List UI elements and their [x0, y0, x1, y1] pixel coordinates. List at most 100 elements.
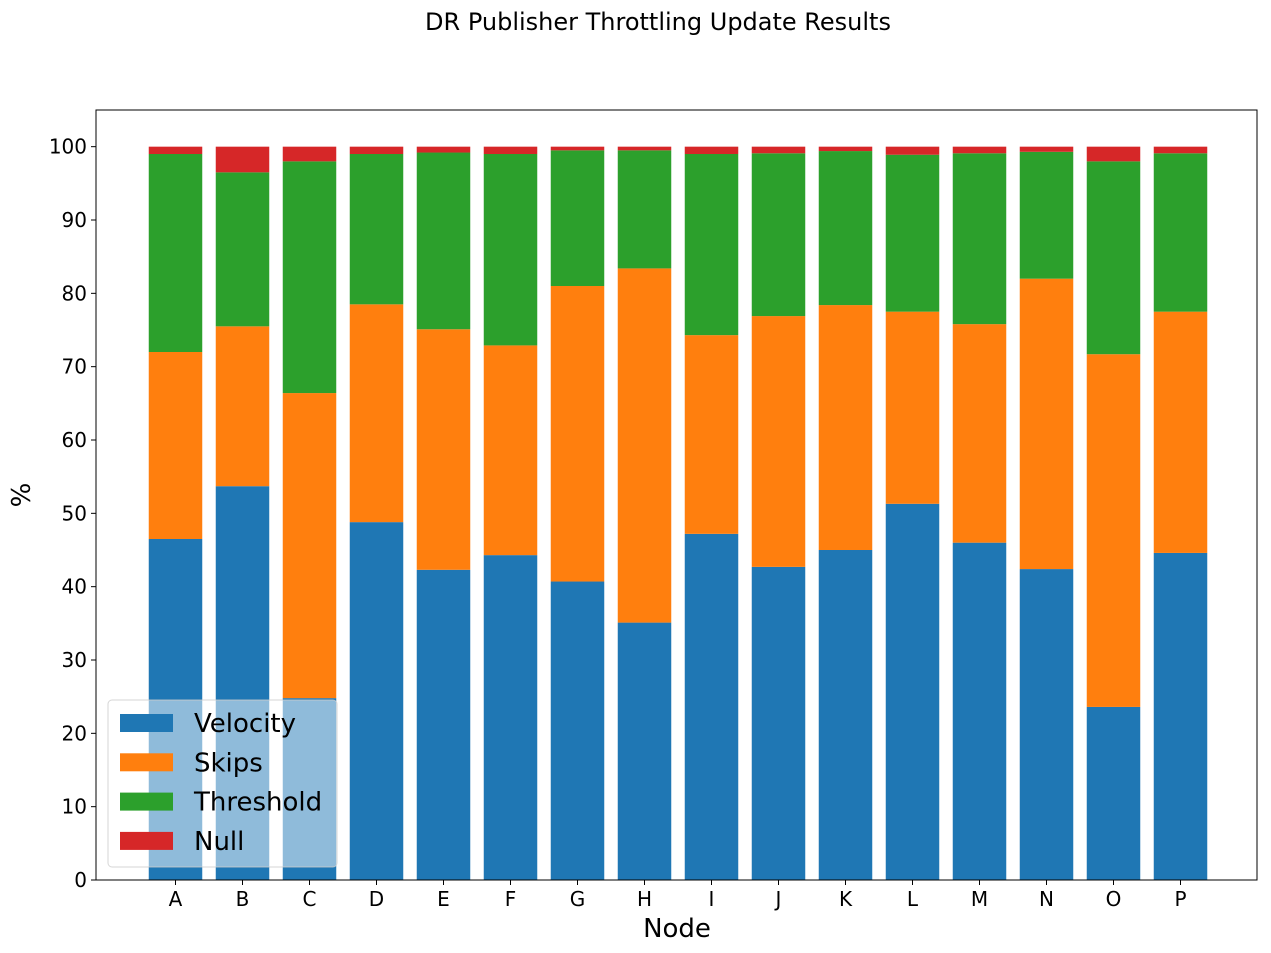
bar-velocity-K [818, 550, 873, 880]
bar-null-O [1086, 146, 1141, 162]
x-tick-label: H [637, 887, 652, 911]
y-tick-label: 20 [62, 721, 87, 745]
y-tick-label: 0 [74, 868, 87, 892]
bar-null-M [952, 146, 1007, 154]
bar-null-N [1019, 146, 1074, 152]
bar-threshold-I [684, 154, 739, 336]
y-axis-label: % [7, 483, 37, 508]
x-tick-label: I [709, 887, 715, 911]
x-axis: A B C D E F G H I J K L M N O P [169, 880, 1187, 911]
bar-velocity-N [1019, 569, 1074, 880]
bar-threshold-C [282, 161, 337, 394]
bar-null-F [483, 146, 538, 154]
y-tick-label: 60 [62, 428, 87, 452]
bar-null-L [885, 146, 940, 155]
bar-threshold-B [215, 172, 270, 327]
chart-title: DR Publisher Throttling Update Results [425, 8, 891, 36]
bar-threshold-L [885, 154, 940, 312]
y-tick-label: 90 [62, 208, 87, 232]
bar-velocity-P [1153, 552, 1208, 880]
x-tick-label: K [839, 887, 853, 911]
bar-velocity-F [483, 555, 538, 880]
x-axis-label: Node [643, 914, 711, 944]
x-tick-label: L [907, 887, 919, 911]
legend-label-skips: Skips [194, 748, 263, 778]
y-tick-label: 10 [62, 795, 87, 819]
bar-skips-H [617, 268, 672, 623]
y-tick-label: 100 [49, 135, 87, 159]
bar-threshold-N [1019, 151, 1074, 279]
x-tick-label: P [1174, 887, 1186, 911]
legend-label-null: Null [194, 827, 244, 857]
bar-threshold-M [952, 153, 1007, 325]
bar-threshold-P [1153, 153, 1208, 312]
legend-swatch-null [120, 831, 173, 850]
legend-label-velocity: Velocity [194, 709, 296, 739]
legend-box [107, 699, 338, 868]
bar-null-P [1153, 146, 1208, 154]
bar-null-J [751, 146, 806, 154]
y-tick-label: 80 [62, 281, 87, 305]
bar-skips-N [1019, 278, 1074, 570]
legend-swatch-skips [120, 753, 173, 772]
bar-null-C [282, 146, 337, 162]
bar-threshold-G [550, 150, 605, 286]
bar-null-B [215, 146, 270, 173]
bar-skips-O [1086, 354, 1141, 707]
x-tick-label: G [570, 887, 586, 911]
x-tick-label: B [236, 887, 250, 911]
bar-skips-F [483, 345, 538, 556]
x-tick-label: J [774, 887, 782, 911]
bar-skips-E [416, 329, 471, 570]
bar-skips-A [148, 352, 203, 539]
bar-velocity-D [349, 522, 404, 880]
legend-label-threshold: Threshold [193, 788, 322, 818]
x-tick-label: E [437, 887, 450, 911]
x-tick-label: F [505, 887, 517, 911]
legend: Velocity Skips Threshold Null [107, 699, 338, 868]
bar-null-G [550, 146, 605, 151]
bar-velocity-I [684, 533, 739, 880]
bar-threshold-J [751, 153, 806, 317]
bar-skips-J [751, 316, 806, 567]
bar-threshold-D [349, 154, 404, 305]
bar-threshold-E [416, 152, 471, 330]
legend-swatch-velocity [120, 714, 173, 732]
bar-velocity-L [885, 503, 940, 880]
bar-null-I [684, 146, 739, 154]
bar-velocity-M [952, 542, 1007, 880]
bar-skips-B [215, 326, 270, 487]
x-tick-label: N [1039, 887, 1054, 911]
bar-null-A [148, 146, 203, 154]
bar-skips-L [885, 311, 940, 504]
bar-skips-I [684, 335, 739, 534]
y-tick-label: 30 [62, 648, 87, 672]
bar-skips-P [1153, 311, 1208, 553]
x-tick-label: A [169, 887, 183, 911]
bar-null-D [349, 146, 404, 154]
bar-threshold-O [1086, 161, 1141, 355]
x-tick-label: M [971, 887, 988, 911]
bar-threshold-H [617, 150, 672, 269]
bar-velocity-O [1086, 706, 1141, 880]
y-tick-label: 40 [62, 575, 87, 599]
bar-velocity-G [550, 581, 605, 880]
bar-threshold-F [483, 154, 538, 346]
bar-velocity-E [416, 569, 471, 880]
bar-null-E [416, 146, 471, 153]
bar-velocity-J [751, 566, 806, 880]
bar-null-H [617, 146, 672, 151]
bar-skips-G [550, 286, 605, 582]
bar-threshold-A [148, 154, 203, 352]
bar-threshold-K [818, 151, 873, 306]
x-tick-label: O [1106, 887, 1122, 911]
x-tick-label: C [303, 887, 317, 911]
bar-velocity-H [617, 622, 672, 880]
bar-skips-C [282, 393, 337, 699]
x-tick-label: D [369, 887, 384, 911]
y-axis: 0 10 20 30 40 50 60 70 80 90 100 [49, 135, 96, 892]
bar-skips-K [818, 305, 873, 550]
bar-null-K [818, 146, 873, 152]
bar-skips-M [952, 324, 1007, 543]
